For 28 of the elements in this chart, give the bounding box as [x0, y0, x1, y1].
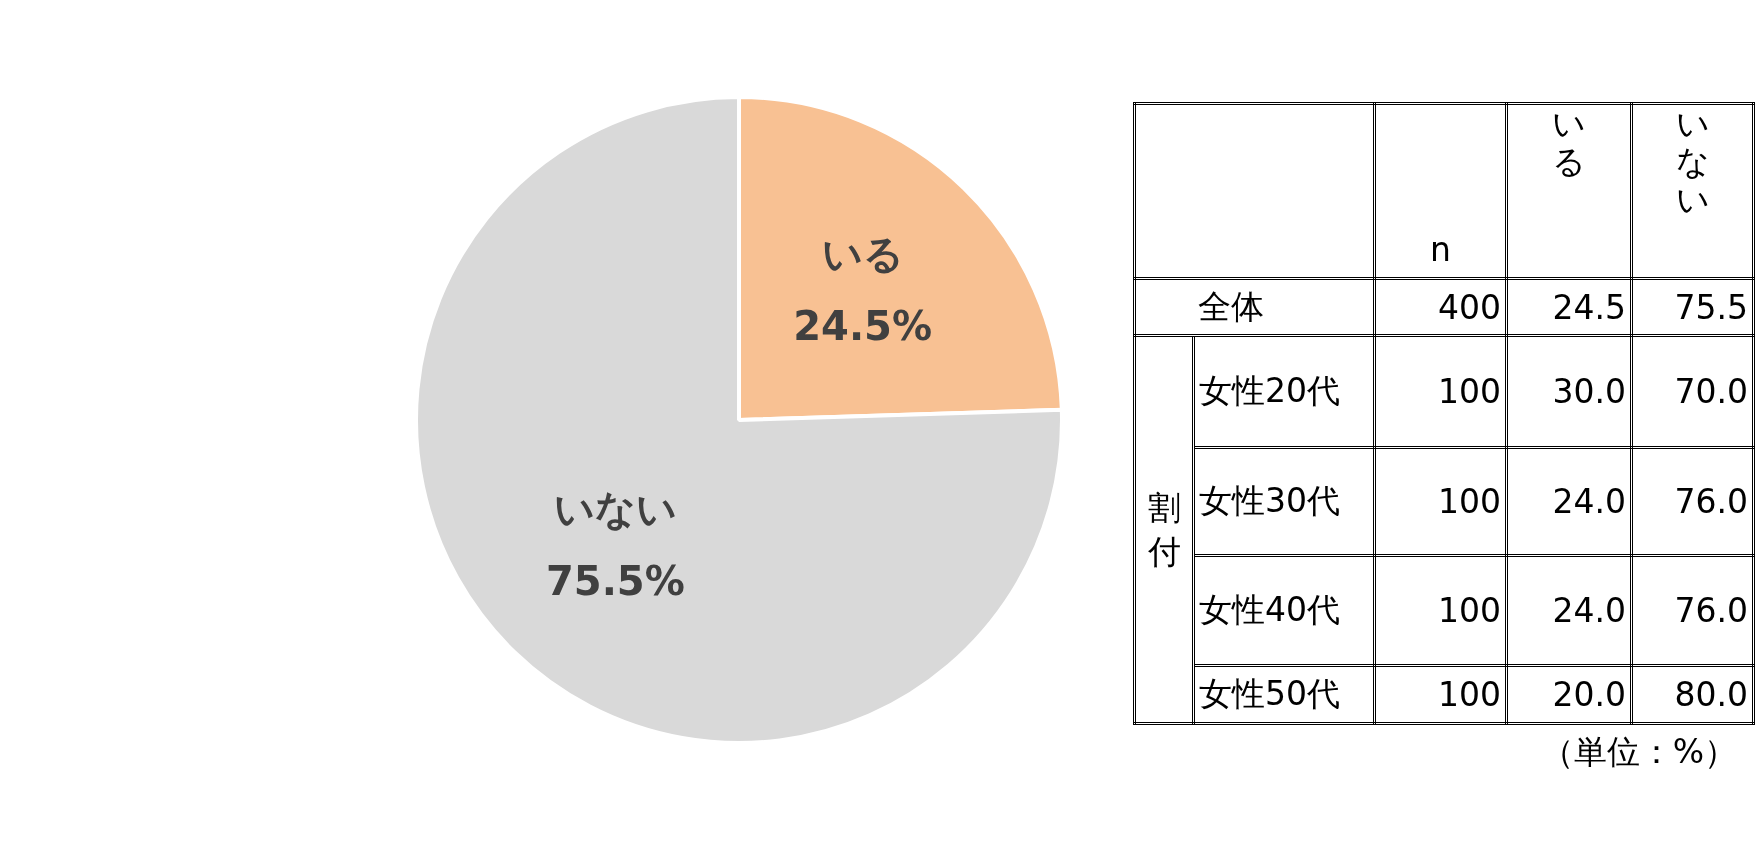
data-label: 100	[1374, 665, 1507, 724]
slice-label: いない	[553, 485, 677, 532]
y-tick-label: 女性50代	[1193, 665, 1375, 724]
data-label: 100	[1374, 447, 1507, 556]
x-tick-label: いない	[1674, 104, 1711, 219]
data-label: 400	[1374, 278, 1507, 336]
data-label: 80.0	[1631, 665, 1754, 724]
y-tick-label: 女性30代	[1193, 447, 1375, 556]
data-label: 75.5%	[545, 557, 685, 604]
data-label: 24.0	[1506, 555, 1632, 666]
data-label: 24.5	[1506, 278, 1632, 336]
text: 割付	[1146, 486, 1182, 573]
data-label: 30.0	[1506, 335, 1632, 448]
y-tick-label: 女性40代	[1193, 555, 1375, 666]
data-label: 24.5%	[793, 302, 933, 349]
data-label: 100	[1374, 335, 1507, 448]
data-label: 76.0	[1631, 555, 1754, 666]
data-label: 24.0	[1506, 447, 1632, 556]
data-label: 76.0	[1631, 447, 1754, 556]
y-tick-label: 全体	[1193, 278, 1375, 336]
y-tick-label: 女性20代	[1193, 335, 1375, 448]
slice-label: いる	[821, 230, 904, 277]
annotation: （単位：%）	[1540, 731, 1737, 773]
x-tick-label: n	[1429, 230, 1452, 269]
data-label: 70.0	[1631, 335, 1754, 448]
data-label: 20.0	[1506, 665, 1632, 724]
data-label: 100	[1374, 555, 1507, 666]
data-label: 75.5	[1631, 278, 1754, 336]
